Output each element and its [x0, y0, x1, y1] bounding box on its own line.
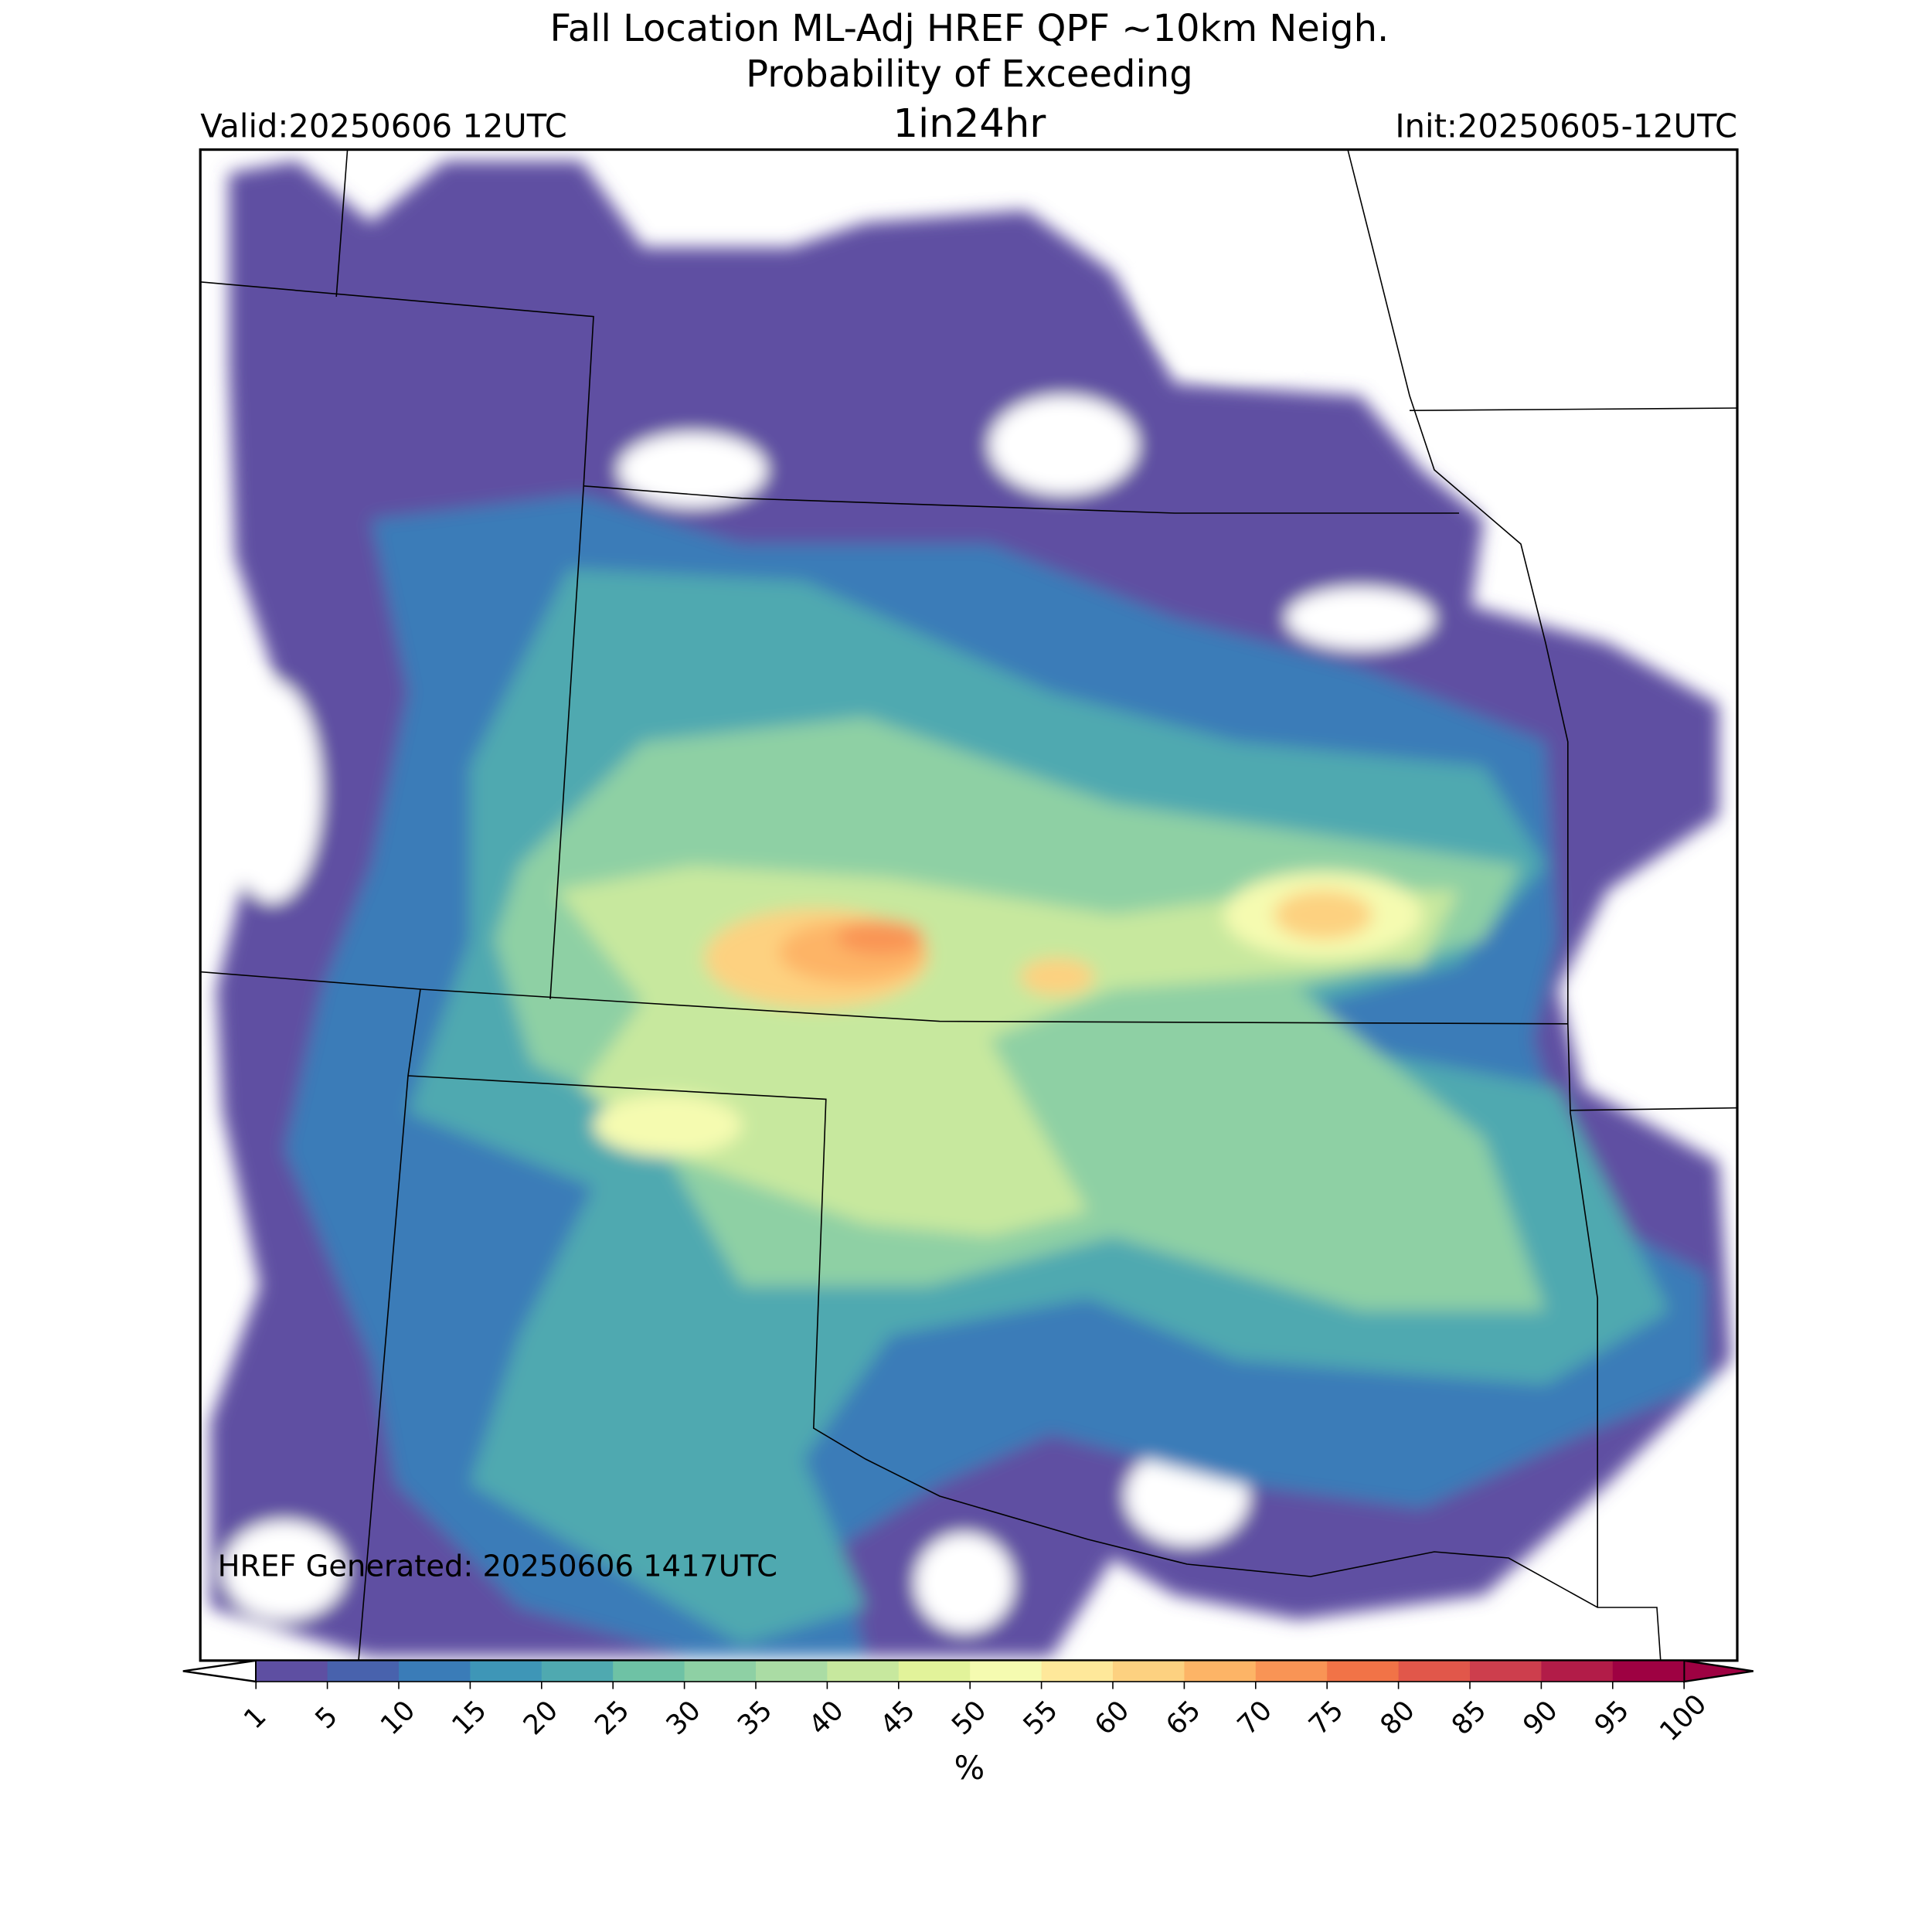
- colorbar-tick-label: 40: [803, 1695, 850, 1742]
- colorbar-segment: [827, 1660, 900, 1682]
- colorbar-segment: [613, 1660, 685, 1682]
- colorbar-segment: [1398, 1660, 1471, 1682]
- init-time: Init:20250605-12UTC: [1395, 107, 1737, 145]
- colorbar-tick-label: 25: [589, 1695, 636, 1742]
- colorbar-segment: [1113, 1660, 1185, 1682]
- colorbar-tick-label: 30: [660, 1695, 707, 1742]
- colorbar-tick-label: 65: [1160, 1695, 1207, 1742]
- colorbar-segment: [256, 1660, 328, 1682]
- colorbar-segment: [1327, 1660, 1400, 1682]
- colorbar-tick-label: 80: [1374, 1695, 1421, 1742]
- colorbar-segment: [684, 1660, 757, 1682]
- colorbar-over: [1683, 1659, 1753, 1683]
- colorbar-tick-label: 10: [375, 1695, 422, 1742]
- colorbar-tick-label: 5: [309, 1701, 344, 1736]
- colorbar-segment: [1470, 1660, 1543, 1682]
- colorbar-tick-label: 35: [732, 1695, 779, 1742]
- colorbar-tick-label: 20: [517, 1695, 564, 1742]
- colorbar-segment: [1541, 1660, 1614, 1682]
- generated-note: HREF Generated: 20250606 1417UTC: [218, 1549, 777, 1583]
- colorbar: 1 5 10 15 20 25 30 35 40 45 50 55 60 65 70 75 80 85 90 95 10…: [182, 1659, 1753, 1787]
- colorbar-segment: [470, 1660, 543, 1682]
- colorbar-tick-label: 15: [446, 1695, 493, 1742]
- colorbar-tick-label: 55: [1017, 1695, 1064, 1742]
- colorbar-segment: [327, 1660, 400, 1682]
- colorbar-tick-label: 95: [1588, 1695, 1635, 1742]
- colorbar-tick-label: 75: [1303, 1695, 1350, 1742]
- colorbar-segment: [1184, 1660, 1257, 1682]
- colorbar-tick-label: 1: [238, 1701, 273, 1736]
- state-borders: [200, 149, 1737, 1661]
- colorbar-tick-label: 85: [1446, 1695, 1493, 1742]
- colorbar-tick-label: 45: [874, 1695, 921, 1742]
- colorbar-label: %: [954, 1749, 985, 1787]
- colorbar-under: [182, 1659, 257, 1683]
- colorbar-segment: [1255, 1660, 1328, 1682]
- subtitle: 1in24hr: [893, 100, 1046, 147]
- title-line: Fall Location ML-Adj HREF QPF ~10km Neig…: [550, 7, 1389, 50]
- colorbar-segment: [898, 1660, 971, 1682]
- colorbar-tick-label: 100: [1654, 1689, 1713, 1747]
- colorbar-segment: [1612, 1660, 1685, 1682]
- probability-field: [210, 161, 1731, 1657]
- colorbar-segment: [399, 1660, 471, 1682]
- colorbar-tick-label: 60: [1089, 1695, 1136, 1742]
- colorbar-tick-label: 50: [946, 1695, 993, 1742]
- colorbar-segment: [1041, 1660, 1114, 1682]
- valid-time: Valid:20250606 12UTC: [200, 107, 567, 145]
- colorbar-segment: [756, 1660, 828, 1682]
- title-line: Probability of Exceeding: [746, 53, 1193, 96]
- colorbar-segment: [541, 1660, 614, 1682]
- map: HREF Generated: 20250606 1417UTC: [200, 149, 1737, 1661]
- colorbar-segment: [970, 1660, 1043, 1682]
- colorbar-tick-label: 70: [1231, 1695, 1278, 1742]
- colorbar-tick-label: 90: [1517, 1695, 1564, 1742]
